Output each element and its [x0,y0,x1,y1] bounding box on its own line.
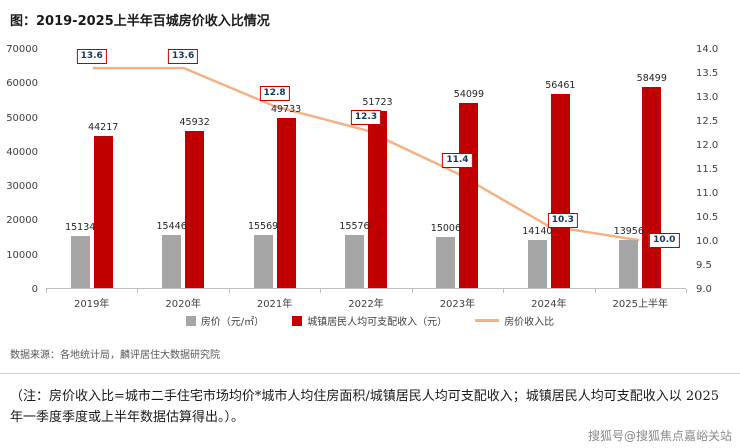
bar-disposable-income [642,87,662,288]
bar-house-price [619,240,639,288]
right-axis-tick: 10.0 [696,236,719,247]
x-axis: 2019年 2020年 2021年 2022年 2023年 2024年 2025上半年 [46,289,687,310]
legend-label: 城镇居民人均可支配收入（元） [307,317,448,328]
x-axis-label: 2021年 [256,299,293,310]
right-axis-tick: 9.0 [696,284,712,295]
bar-disposable-income [93,136,113,288]
right-axis-tick: 12.5 [696,116,719,127]
left-axis-tick: 50000 [6,112,38,124]
left-y-axis: 0 10000 20000 30000 40000 50000 60000 70000 [0,44,42,295]
x-axis-tick [137,289,139,293]
bar-value-label: 54099 [453,88,485,100]
bar-disposable-income [276,117,296,288]
bar-house-price [70,236,90,288]
x-axis-tick [594,289,596,293]
chart: 0 10000 20000 30000 40000 50000 60000 70000 151… [0,44,740,310]
bar-disposable-income [185,130,205,288]
x-axis-tick [320,289,322,293]
x-axis-label: 2022年 [348,299,384,310]
x-axis-label: 2020年 [165,299,201,310]
line-value-label: 12.8 [259,85,290,101]
legend-item-line: 房价收入比 [475,313,554,328]
bar-value-label: 13956 [613,226,644,238]
right-axis-tick: 9.5 [696,260,712,271]
chart-legend: 房价（元/㎡） 城镇居民人均可支配收入（元） 房价收入比 [0,313,740,328]
x-axis-tick [411,289,413,293]
bar-house-price [253,234,273,288]
legend-swatch [185,315,196,326]
bar-value-label: 15006 [430,222,462,234]
left-axis-tick: 20000 [6,215,38,227]
left-axis-tick: 30000 [6,181,38,193]
left-axis-tick: 0 [31,284,38,295]
footnote: （注：房价收入比=城市二手住宅市场均价*城市人均住房面积/城镇居民人均可支配收入… [10,389,719,426]
right-axis-tick: 11.5 [696,164,719,175]
bar-value-label: 15569 [247,220,279,232]
bar-value-label: 14140 [522,225,553,237]
x-axis-label: 2023年 [439,299,476,310]
bar-value-label: 15576 [339,220,370,232]
x-axis-tick [46,289,47,293]
line-value-label: 13.6 [76,49,107,64]
line-value-label: 12.3 [350,109,382,125]
line-value-label: 10.0 [649,233,680,248]
right-axis-tick: 10.5 [696,212,719,223]
bar-disposable-income [459,102,479,288]
bar-house-price [345,234,364,288]
x-axis-label: 2019年 [73,299,110,310]
watermark: 搜狐号@搜狐焦点嘉峪关站 [587,429,732,443]
x-axis-label: 2024年 [531,299,567,310]
bar-house-price [527,239,547,288]
left-axis-tick: 40000 [6,146,38,158]
bar-value-label: 51723 [362,96,393,108]
bar-value-label: 44217 [88,122,119,134]
right-axis-tick: 13.5 [696,68,719,79]
bar-disposable-income [550,94,570,288]
legend-swatch [292,315,303,326]
right-axis-tick: 13.0 [696,92,719,103]
right-y-axis: 9.0 9.5 10.0 10.5 11.0 11.5 12.0 12.5 13.0 13.5 14… [692,44,738,295]
bar-value-label: 49733 [270,103,302,115]
bar-value-label: 15134 [65,222,96,234]
bar-disposable-income [368,110,387,288]
bar-house-price [436,236,456,288]
chart-title: 图：2019-2025上半年百城房价收入比情况 [10,14,270,29]
x-axis-tick [228,289,230,293]
line-value-label: 13.6 [168,49,199,64]
bar-value-label: 56461 [545,80,576,92]
x-axis-tick [503,289,505,293]
right-axis-tick: 14.0 [696,44,719,55]
bar-value-label: 15446 [156,221,187,233]
divider [0,373,740,374]
bar-value-label: 45932 [179,116,210,128]
right-axis-tick: 11.0 [696,188,719,199]
line-value-label: 10.3 [547,212,578,228]
legend-item-bar-1: 城镇居民人均可支配收入（元） [292,313,447,328]
legend-item-bar-0: 房价（元/㎡） [185,313,265,328]
legend-label: 房价收入比 [504,317,555,328]
x-axis-label: 2025上半年 [612,299,668,310]
left-axis-tick: 10000 [6,249,38,261]
right-axis-tick: 12.0 [696,140,719,151]
bar-house-price [162,235,182,288]
line-value-label: 11.4 [442,152,473,168]
x-axis-tick [686,289,687,293]
plot-area: 15134 44217 15446 45932 15569 49733 15576 51723… [46,49,686,289]
legend-swatch [475,319,500,322]
bar-value-label: 58499 [636,73,667,85]
legend-label: 房价（元/㎡） [200,317,265,328]
left-axis-tick: 70000 [6,44,38,55]
left-axis-tick: 60000 [6,78,38,90]
data-source: 数据来源：各地统计局，麟评居住大数据研究院 [10,350,220,361]
